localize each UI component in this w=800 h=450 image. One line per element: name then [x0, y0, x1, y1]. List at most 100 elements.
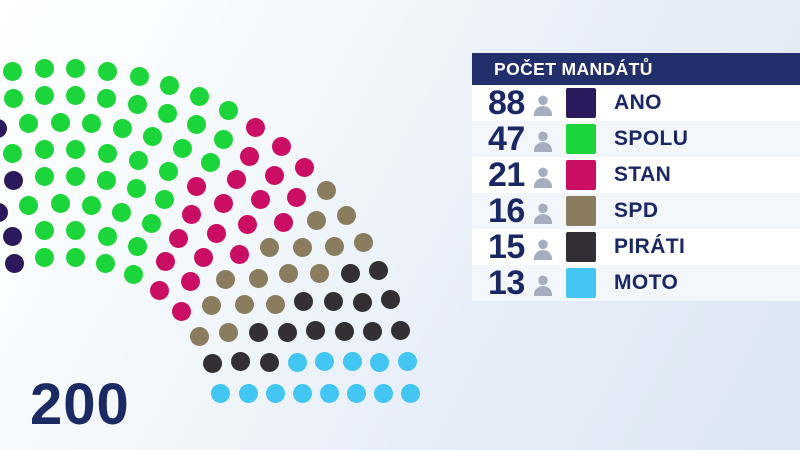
seat-dot: [287, 353, 307, 372]
seat-dot: [310, 264, 330, 284]
legend-row-spolu: 47 SPOLU: [472, 121, 800, 157]
seat-dot: [203, 354, 223, 374]
seat-dot: [211, 383, 231, 403]
seat-dot: [307, 211, 327, 231]
seat-count: 88: [488, 84, 525, 122]
seat-dot: [273, 212, 293, 232]
seat-dot: [155, 252, 175, 272]
seat-dot: [374, 383, 394, 403]
seat-dot: [172, 138, 192, 158]
seat-dot: [306, 321, 326, 341]
seat-dot: [50, 112, 70, 132]
person-icon: [533, 131, 553, 152]
party-color-swatch: [566, 268, 596, 298]
seat-dot: [353, 292, 373, 312]
seat-dot: [369, 260, 389, 280]
seat-dot: [234, 295, 254, 315]
seat-dot: [34, 221, 54, 241]
seat-dot: [295, 157, 315, 177]
party-name: SPOLU: [614, 127, 689, 150]
seat-dot: [2, 61, 22, 81]
seat-dot: [229, 244, 249, 264]
seat-dot: [34, 85, 54, 105]
seat-dot: [207, 223, 227, 243]
seat-dot: [127, 94, 147, 114]
seat-dot: [65, 248, 85, 268]
seat-dot: [347, 383, 367, 403]
seat-dot: [97, 226, 117, 246]
seat-dot: [157, 103, 177, 123]
seat-dot: [98, 143, 118, 163]
party-name: SPD: [614, 199, 659, 222]
seat-count: 16: [488, 192, 525, 230]
seat-dot: [294, 291, 314, 311]
seat-count: 21: [488, 156, 525, 194]
seat-dot: [218, 101, 238, 121]
seat-dot: [34, 139, 54, 159]
seat-count: 15: [488, 228, 525, 266]
seat-dot: [155, 190, 175, 210]
legend-row-piráti: 15 PIRÁTI: [472, 229, 800, 265]
seat-dot: [202, 296, 222, 316]
seat-dot: [34, 58, 54, 78]
seat-dot: [169, 228, 189, 248]
legend-title: POČET MANDÁTŮ: [494, 58, 653, 79]
seat-dot: [363, 322, 383, 342]
legend-row-spd: 16 SPD: [472, 193, 800, 229]
seat-dot: [172, 302, 192, 322]
person-icon: [533, 275, 553, 296]
seat-dot: [97, 88, 117, 108]
seat-dot: [397, 351, 417, 371]
seat-dot: [315, 352, 335, 372]
seat-dot: [98, 61, 118, 81]
party-name: ANO: [614, 91, 662, 114]
seat-dot: [245, 117, 265, 137]
seat-dot: [124, 265, 144, 285]
person-icon: [533, 203, 553, 224]
seat-dot: [149, 281, 169, 301]
seat-dot: [66, 85, 86, 105]
seat-dot: [265, 383, 285, 403]
seat-dot: [112, 202, 132, 222]
seat-dot: [354, 232, 374, 252]
seat-dot: [190, 326, 210, 346]
seat-dot: [401, 383, 421, 403]
seat-dot: [342, 352, 362, 372]
seat-dot: [240, 146, 260, 166]
seat-dot: [113, 119, 133, 139]
seat-dot: [0, 119, 7, 139]
seat-dot: [219, 322, 239, 342]
seat-dot: [2, 143, 22, 163]
seat-dot: [271, 136, 291, 156]
seat-dot: [249, 268, 269, 288]
seat-count: 13: [488, 264, 525, 302]
total-seats-label: 200: [30, 372, 130, 437]
person-icon: [533, 167, 553, 188]
seat-dot: [180, 272, 200, 292]
party-color-swatch: [566, 196, 596, 226]
legend-header: POČET MANDÁTŮ: [472, 53, 800, 85]
seat-dot: [278, 323, 298, 343]
seat-dot: [216, 270, 236, 290]
person-icon: [533, 95, 553, 116]
seat-dot: [213, 194, 233, 214]
seat-dot: [340, 264, 360, 284]
seat-dot: [238, 214, 258, 234]
party-name: MOTO: [614, 271, 679, 294]
seat-dot: [249, 323, 269, 343]
party-color-swatch: [566, 124, 596, 154]
seat-dot: [259, 238, 279, 258]
seat-dot: [293, 383, 312, 403]
seat-dot: [81, 114, 101, 134]
seat-dot: [238, 383, 258, 403]
seat-dot: [129, 151, 149, 171]
seat-dot: [66, 139, 86, 159]
seat-dot: [334, 321, 354, 341]
seat-dot: [265, 295, 285, 315]
seat-dot: [4, 170, 24, 190]
seat-dot: [19, 195, 39, 215]
seat-dot: [182, 205, 202, 225]
seat-dot: [126, 178, 146, 198]
